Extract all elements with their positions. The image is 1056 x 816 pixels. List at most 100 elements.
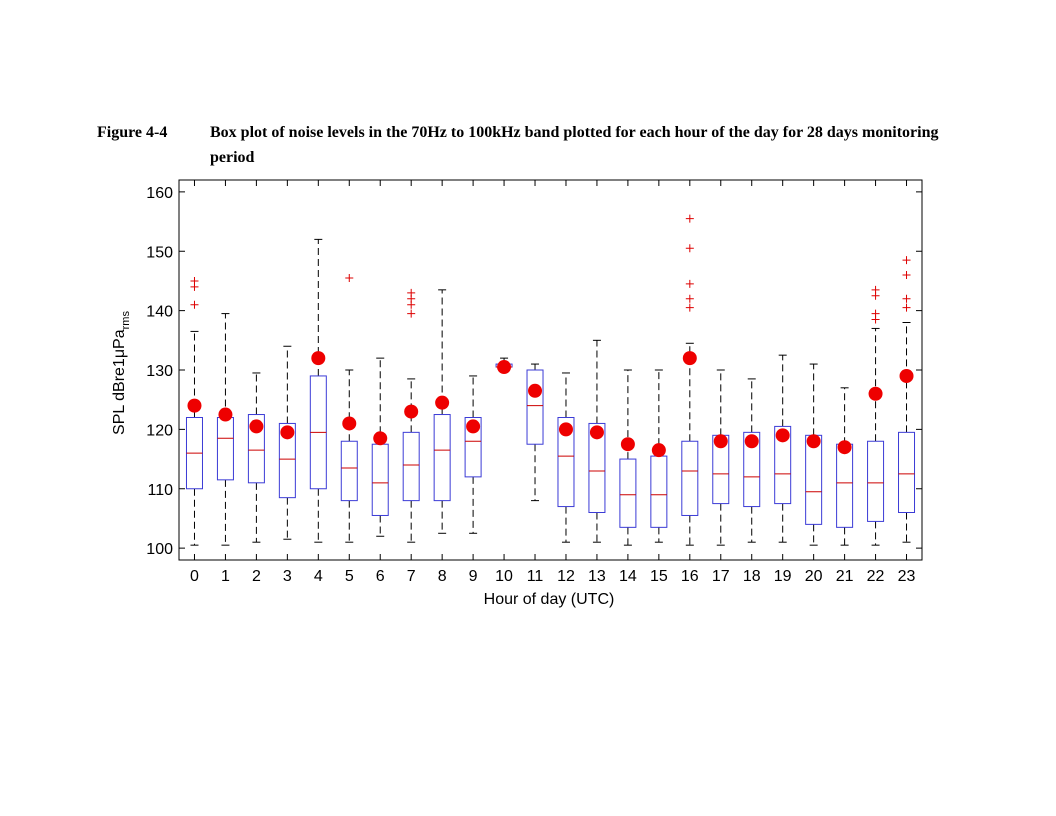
x-tick-label-20: 20 [805,568,823,585]
y-tick-label-110: 110 [147,482,173,499]
y-axis-label: SPL dBre1μParms [111,311,132,435]
y-axis-label-main: SPL dBre1μPa [111,329,128,435]
x-tick-label-2: 2 [252,568,261,585]
box-23 [898,431,916,513]
y-tick-label-140: 140 [146,304,173,321]
x-tick-label-10: 10 [495,568,513,585]
x-tick-label-14: 14 [619,568,637,585]
box-15 [650,455,668,528]
outlier-16-2 [685,279,694,288]
outlier-16-3 [685,244,694,253]
mean-point-10 [497,360,512,375]
box-5 [340,440,358,502]
box-16 [681,440,699,516]
outlier-23-2 [902,271,911,279]
x-tick-label-12: 12 [557,568,575,585]
mean-point-6 [373,431,388,446]
y-tick-label-160: 160 [146,185,173,202]
box-12 [557,417,575,508]
plot-frame [178,179,923,561]
x-tick-label-19: 19 [774,568,792,585]
mean-point-8 [435,395,450,410]
x-tick-label-21: 21 [836,568,854,585]
x-tick-label-18: 18 [743,568,761,585]
outlier-23-0 [902,303,911,312]
mean-point-21 [837,440,852,455]
x-tick-label-8: 8 [438,568,447,585]
x-tick-label-7: 7 [407,568,416,585]
mean-point-20 [806,434,821,449]
outlier-7-0 [407,309,416,318]
x-tick-label-17: 17 [712,568,730,585]
mean-point-9 [466,419,481,434]
box-2 [247,414,265,484]
box-8 [433,414,451,502]
outlier-0-2 [190,276,199,285]
y-tick-label-120: 120 [146,422,173,439]
x-tick-label-3: 3 [283,568,292,585]
x-tick-label-4: 4 [314,568,323,585]
mean-point-19 [775,428,790,443]
mean-point-2 [249,419,264,434]
mean-point-7 [404,404,419,419]
mean-point-0 [187,398,202,413]
mean-point-12 [558,422,573,437]
outlier-23-1 [902,294,911,303]
outlier-22-1 [871,309,880,318]
y-tick-label-150: 150 [146,244,173,261]
outlier-23-3 [902,256,911,265]
y-axis-label-sub: rms [120,311,132,330]
outlier-16-1 [685,294,694,303]
outlier-22-3 [871,285,880,294]
x-axis-label: Hour of day (UTC) [484,591,615,608]
mean-point-5 [342,416,357,431]
box-1 [216,417,234,481]
box-13 [588,422,606,513]
mean-point-1 [218,407,233,422]
mean-point-11 [528,383,543,398]
x-tick-label-6: 6 [376,568,385,585]
x-tick-label-1: 1 [221,568,230,585]
mean-point-15 [651,443,666,458]
outlier-0-0 [190,300,199,309]
y-tick-label-130: 130 [146,363,173,380]
x-tick-label-0: 0 [190,568,199,585]
y-axis-label-group: SPL dBre1μParms [111,311,132,435]
figure-caption-text: Box plot of noise levels in the 70Hz to … [210,124,939,166]
box-9 [464,417,482,478]
box-11 [526,369,544,445]
box-19 [774,425,792,505]
outlier-5-0 [345,273,354,282]
mean-point-18 [744,434,759,449]
box-20 [805,434,823,525]
x-tick-label-23: 23 [898,568,916,585]
y-tick-label-100: 100 [146,541,173,558]
x-tick-label-16: 16 [681,568,699,585]
outlier-16-0 [685,303,694,312]
box-18 [743,431,761,508]
x-tick-label-11: 11 [527,568,544,585]
box-22 [867,440,885,522]
box-21 [836,443,854,528]
figure-label: Figure 4-4 [97,124,168,141]
x-tick-label-5: 5 [345,568,354,585]
mean-point-16 [682,351,697,366]
mean-point-13 [589,425,604,440]
box-6 [371,443,389,516]
mean-point-3 [280,425,295,440]
box-3 [278,422,296,499]
mean-point-4 [311,351,326,366]
x-tick-label-22: 22 [867,568,885,585]
box-14 [619,458,637,528]
x-tick-label-15: 15 [650,568,668,585]
x-tick-label-13: 13 [588,568,606,585]
outlier-7-3 [407,288,416,297]
mean-point-14 [620,437,635,452]
x-tick-label-9: 9 [469,568,478,585]
mean-point-23 [899,368,914,383]
mean-point-22 [868,386,883,401]
outlier-16-4 [685,214,694,223]
mean-point-17 [713,434,728,449]
